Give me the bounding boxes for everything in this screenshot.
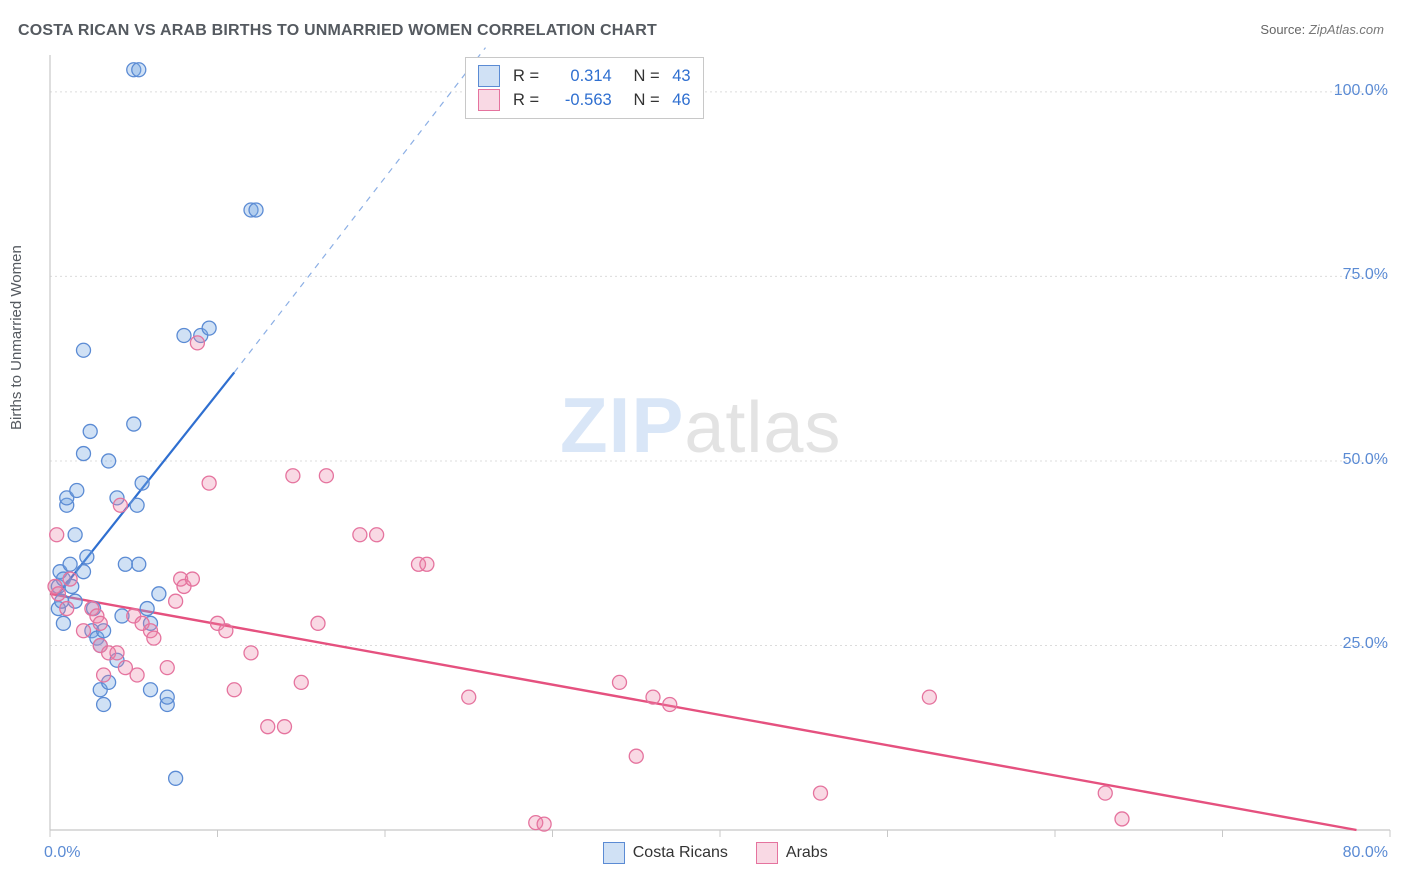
legend-swatch bbox=[603, 842, 625, 864]
scatter-plot bbox=[0, 0, 1406, 892]
legend-row: R = 0.314 N = 43 bbox=[478, 64, 690, 88]
y-tick-label: 75.0% bbox=[1343, 266, 1388, 284]
legend-item: Costa Ricans bbox=[603, 842, 728, 864]
r-value: 0.314 bbox=[552, 64, 612, 88]
legend-swatch bbox=[478, 89, 500, 111]
x-tick-label: 80.0% bbox=[1343, 844, 1388, 862]
x-tick-label: 0.0% bbox=[44, 844, 80, 862]
y-tick-label: 25.0% bbox=[1343, 635, 1388, 653]
legend-label: Arabs bbox=[786, 844, 828, 862]
legend-swatch bbox=[478, 65, 500, 87]
y-tick-label: 100.0% bbox=[1334, 82, 1388, 100]
n-value: 43 bbox=[672, 64, 690, 88]
legend-label: Costa Ricans bbox=[633, 844, 728, 862]
correlation-legend: R = 0.314 N = 43 R = -0.563 N = 46 bbox=[465, 57, 703, 119]
legend-swatch bbox=[756, 842, 778, 864]
series-legend: Costa Ricans Arabs bbox=[603, 842, 828, 864]
r-value: -0.563 bbox=[552, 88, 612, 112]
y-tick-label: 50.0% bbox=[1343, 451, 1388, 469]
n-value: 46 bbox=[672, 88, 690, 112]
legend-row: R = -0.563 N = 46 bbox=[478, 88, 690, 112]
legend-item: Arabs bbox=[756, 842, 828, 864]
